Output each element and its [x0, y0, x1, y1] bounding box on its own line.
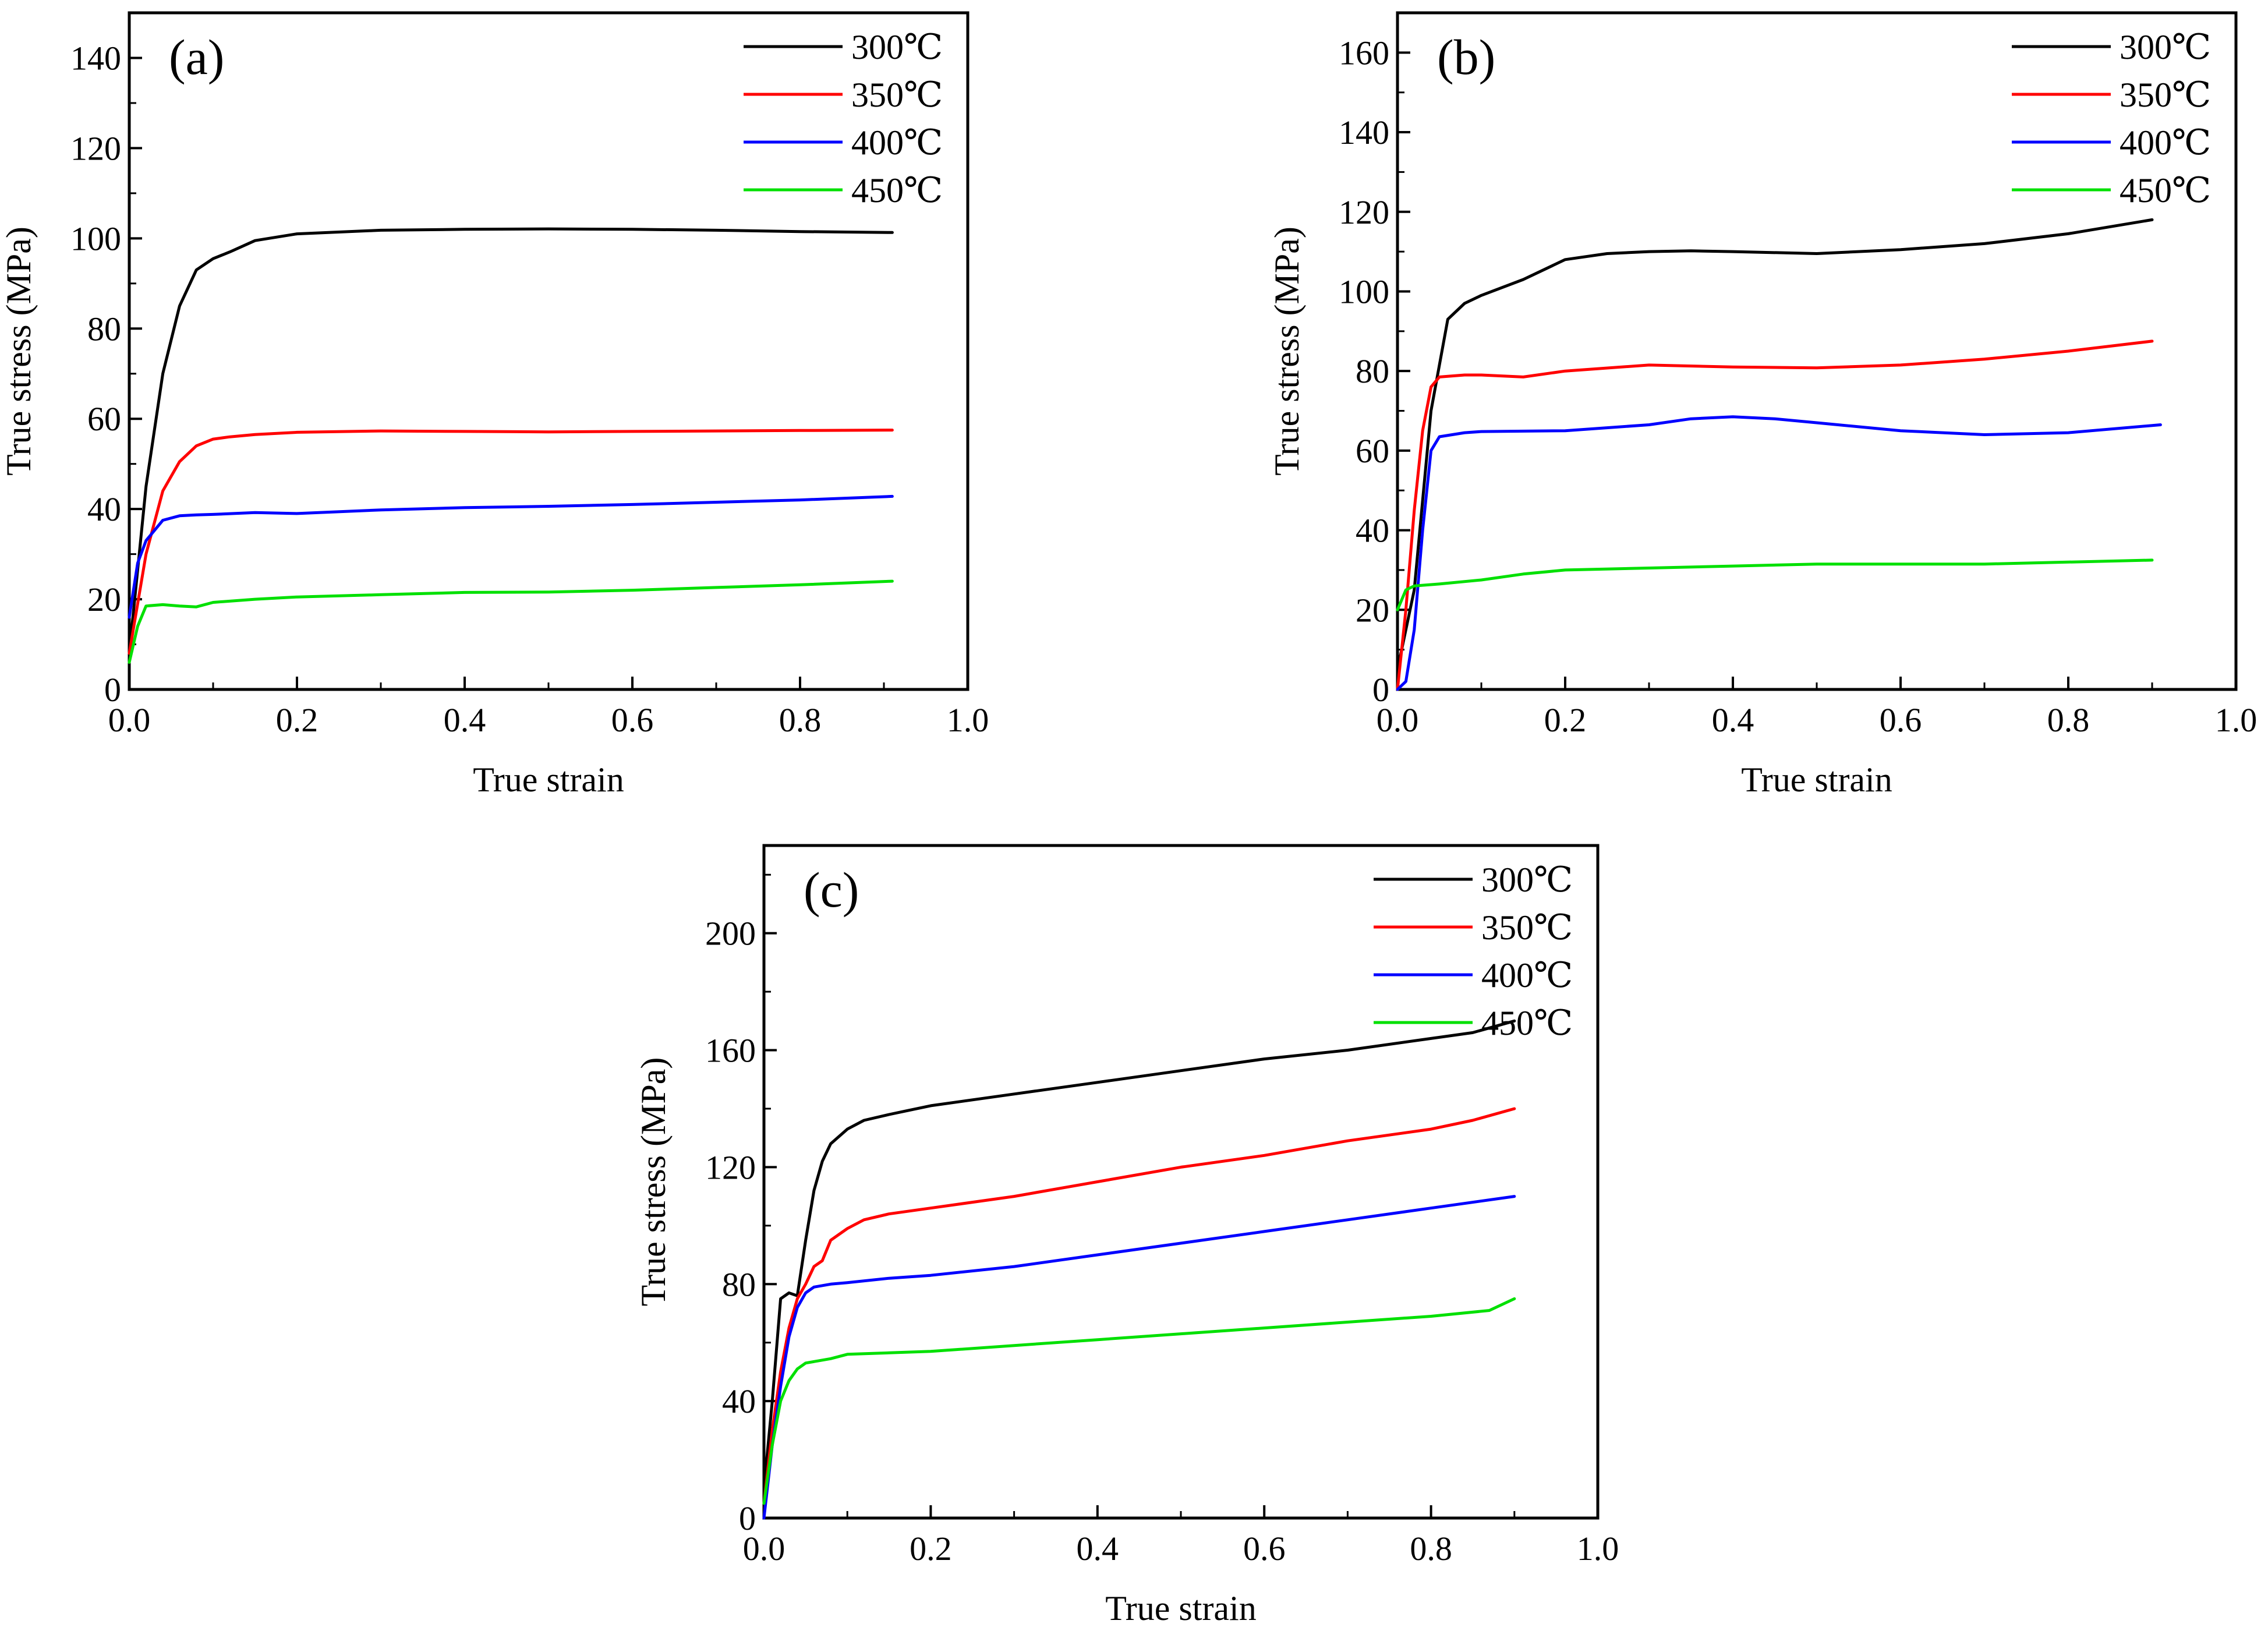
x-tick-label: 0.6: [611, 701, 654, 739]
x-tick-label: 0.8: [2047, 701, 2090, 739]
y-tick-label: 20: [1356, 591, 1389, 629]
y-tick-label: 160: [1339, 34, 1389, 72]
y-tick-label: 0: [1372, 671, 1389, 709]
legend-label: 400℃: [1481, 956, 1573, 995]
x-tick-label: 0.2: [1544, 701, 1587, 739]
legend-label: 350℃: [2120, 76, 2211, 114]
x-tick-label: 0.4: [1077, 1530, 1119, 1568]
chart-panel-a: 0.0 0.2 0.4 0.6 0.8 1.0 0 20 40 60 80 100 120 140 True…: [0, 11, 989, 799]
x-tick-label: 0.0: [1377, 701, 1419, 739]
y-tick-label: 80: [722, 1265, 756, 1303]
series-line-450c: [1396, 558, 2154, 611]
x-axis-label: True strain: [1105, 1589, 1256, 1628]
x-axis-label: True strain: [1741, 760, 1892, 799]
y-tick-label: 80: [1356, 352, 1389, 390]
legend-label: 300℃: [2120, 28, 2211, 66]
y-tick-label: 120: [70, 129, 121, 167]
y-tick-label: 20: [87, 581, 121, 618]
y-tick-label: 160: [705, 1032, 756, 1070]
y-tick-label: 100: [1339, 273, 1389, 310]
y-tick-label: 120: [1339, 193, 1389, 231]
panel-label: (c): [804, 862, 859, 918]
x-tick-label: 1.0: [947, 701, 989, 739]
x-tick-label: 0.6: [1243, 1530, 1286, 1568]
series-line-300c: [1396, 218, 2154, 671]
y-tick-label: 100: [70, 220, 121, 257]
x-tick-label: 0.2: [276, 701, 319, 739]
y-tick-label: 60: [1356, 432, 1389, 470]
legend-label: 300℃: [1481, 861, 1573, 899]
x-axis-label: True strain: [473, 760, 624, 799]
legend-label: 350℃: [851, 76, 943, 114]
series-line-350c: [1396, 339, 2154, 691]
y-tick-label: 80: [87, 310, 121, 348]
x-tick-label: 0.4: [1712, 701, 1754, 739]
y-tick-label: 40: [722, 1382, 756, 1420]
series-line-400c: [1396, 415, 2162, 691]
x-tick-label: 0.4: [444, 701, 486, 739]
x-tick-label: 1.0: [1577, 1530, 1619, 1568]
y-tick-label: 140: [70, 39, 121, 77]
series-line-300c: [762, 1019, 1516, 1491]
y-axis-label: True stress (MPa): [634, 1057, 673, 1307]
legend-label: 450℃: [851, 171, 943, 210]
y-tick-label: 140: [1339, 114, 1389, 151]
x-tick-label: 0.0: [743, 1530, 786, 1568]
y-axis-label: True stress (MPa): [1268, 227, 1306, 476]
legend-label: 400℃: [851, 123, 943, 162]
legend-label: 300℃: [851, 28, 943, 66]
series-line-450c: [762, 1297, 1516, 1505]
plot-frame: [1396, 11, 2238, 691]
plot-frame: [128, 11, 970, 691]
panel-label: (a): [169, 29, 224, 85]
series-line-450c: [128, 579, 894, 664]
x-tick-label: 0.0: [108, 701, 151, 739]
x-tick-label: 0.6: [1880, 701, 1922, 739]
series-line-350c: [128, 429, 894, 655]
series-line-350c: [762, 1107, 1516, 1505]
chart-panel-b: 0.0 0.2 0.4 0.6 0.8 1.0 0 20 40 60 80 100 120 140 160 T…: [1268, 11, 2258, 799]
series-line-400c: [128, 494, 894, 619]
x-tick-label: 0.8: [1410, 1530, 1452, 1568]
y-tick-label: 40: [1356, 512, 1389, 550]
y-tick-label: 60: [87, 400, 121, 438]
y-tick-label: 40: [87, 490, 121, 528]
series-line-400c: [762, 1195, 1516, 1520]
legend-label: 400℃: [2120, 123, 2211, 162]
chart-panel-c: 0.0 0.2 0.4 0.6 0.8 1.0 0 40 80 120 160 200 True str…: [634, 844, 1619, 1628]
plot-frame: [762, 844, 1600, 1520]
y-axis-label: True stress (MPa): [0, 227, 38, 476]
y-tick-label: 0: [104, 671, 121, 709]
y-tick-label: 200: [705, 915, 756, 953]
legend-label: 450℃: [1481, 1004, 1573, 1042]
x-tick-label: 0.8: [779, 701, 822, 739]
x-tick-label: 1.0: [2215, 701, 2258, 739]
y-tick-label: 120: [705, 1148, 756, 1186]
legend-label: 350℃: [1481, 908, 1573, 947]
y-tick-label: 0: [739, 1499, 756, 1537]
series-line-300c: [128, 227, 894, 655]
panel-label: (b): [1437, 29, 1495, 85]
legend-label: 450℃: [2120, 171, 2211, 210]
x-tick-label: 0.2: [910, 1530, 952, 1568]
